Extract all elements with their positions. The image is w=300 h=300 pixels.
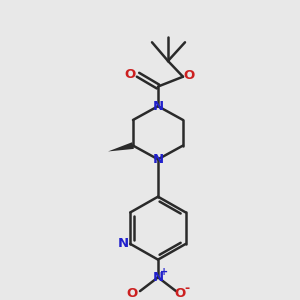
Polygon shape (108, 142, 134, 152)
Text: N: N (118, 237, 129, 250)
Text: O: O (183, 69, 195, 82)
Text: O: O (174, 286, 186, 300)
Text: N: N (152, 271, 164, 284)
Text: O: O (124, 68, 136, 81)
Text: +: + (160, 267, 168, 278)
Text: N: N (152, 153, 164, 166)
Text: N: N (152, 100, 164, 113)
Text: O: O (126, 286, 138, 300)
Text: -: - (184, 282, 190, 295)
